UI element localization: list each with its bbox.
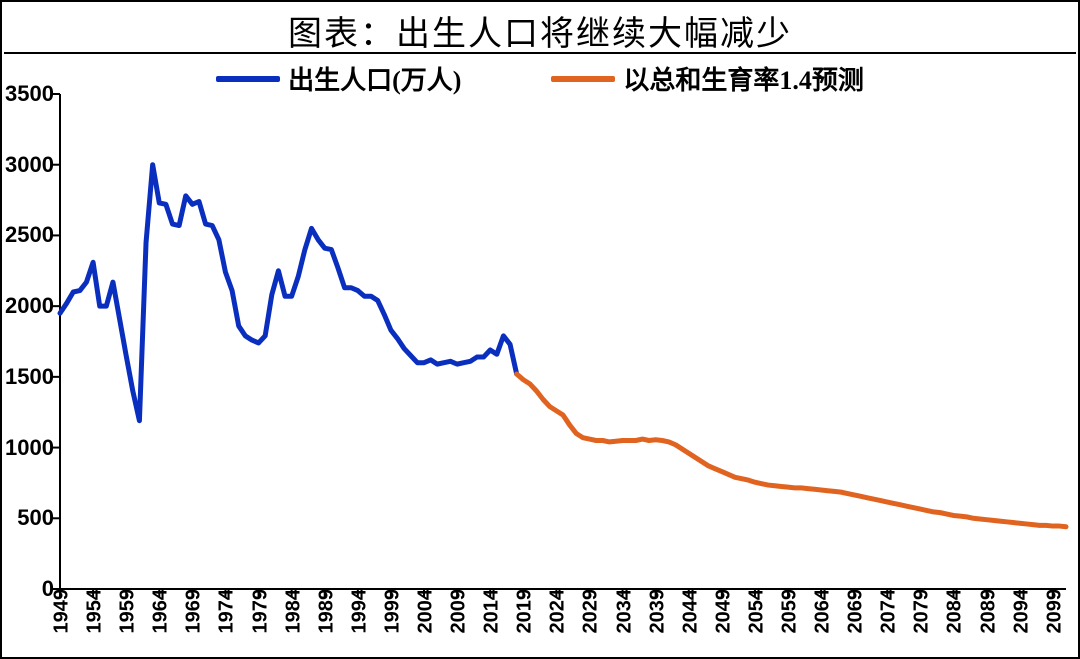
legend-item-forecast: 以总和生育率1.4预测 [551,60,864,97]
y-tick-label: 3500 [5,81,60,107]
x-tick-label: 2019 [510,589,537,634]
y-tick-label: 500 [17,505,60,531]
x-tick-label: 1959 [113,589,140,634]
x-tick-label: 2054 [741,589,768,634]
y-tick-label: 1000 [5,435,60,461]
legend-label-forecast: 以总和生育率1.4预测 [623,60,864,97]
legend-swatch-actual [216,76,280,82]
x-tick-label: 2084 [940,589,967,634]
x-tick-label: 2039 [642,589,669,634]
x-tick-label: 1984 [278,589,305,634]
x-tick-label: 1979 [245,589,272,634]
legend-swatch-forecast [551,76,615,82]
x-tick-label: 1974 [212,589,239,634]
y-tick-label: 3000 [5,152,60,178]
x-tick-label: 2029 [576,589,603,634]
x-tick-label: 2064 [808,589,835,634]
legend: 出生人口(万人) 以总和生育率1.4预测 [2,60,1078,97]
x-tick-label: 2044 [675,589,702,634]
title-underline [4,52,1076,54]
x-tick-label: 2049 [708,589,735,634]
x-tick-label: 2034 [609,589,636,634]
x-tick-label: 1994 [344,589,371,634]
x-tick-label: 2009 [444,589,471,634]
x-tick-label: 1954 [80,589,107,634]
x-tick-label: 2014 [477,589,504,634]
series-births_actual [60,165,517,421]
chart-frame: 图表：出生人口将继续大幅减少 出生人口(万人) 以总和生育率1.4预测 0500… [0,0,1080,659]
x-tick-label: 2004 [411,589,438,634]
series-births_forecast_tfr14 [517,374,1066,527]
x-tick-label: 1969 [179,589,206,634]
legend-label-actual: 出生人口(万人) [288,60,461,97]
x-tick-label: 1949 [47,589,74,634]
x-tick-label: 2094 [1006,589,1033,634]
x-tick-label: 2099 [1039,589,1066,634]
x-tick-label: 2069 [841,589,868,634]
x-tick-label: 2089 [973,589,1000,634]
x-tick-label: 2024 [543,589,570,634]
plot-area: 0500100015002000250030003500194919541959… [60,94,1066,589]
y-tick-label: 2000 [5,293,60,319]
chart-svg [60,94,1066,589]
chart-title: 图表：出生人口将继续大幅减少 [2,6,1078,55]
x-tick-label: 1999 [377,589,404,634]
x-tick-label: 2074 [874,589,901,634]
y-tick-label: 1500 [5,364,60,390]
y-tick-label: 2500 [5,222,60,248]
x-tick-label: 1964 [146,589,173,634]
x-tick-label: 1989 [311,589,338,634]
x-tick-label: 2059 [775,589,802,634]
legend-item-actual: 出生人口(万人) [216,60,461,97]
x-tick-label: 2079 [907,589,934,634]
